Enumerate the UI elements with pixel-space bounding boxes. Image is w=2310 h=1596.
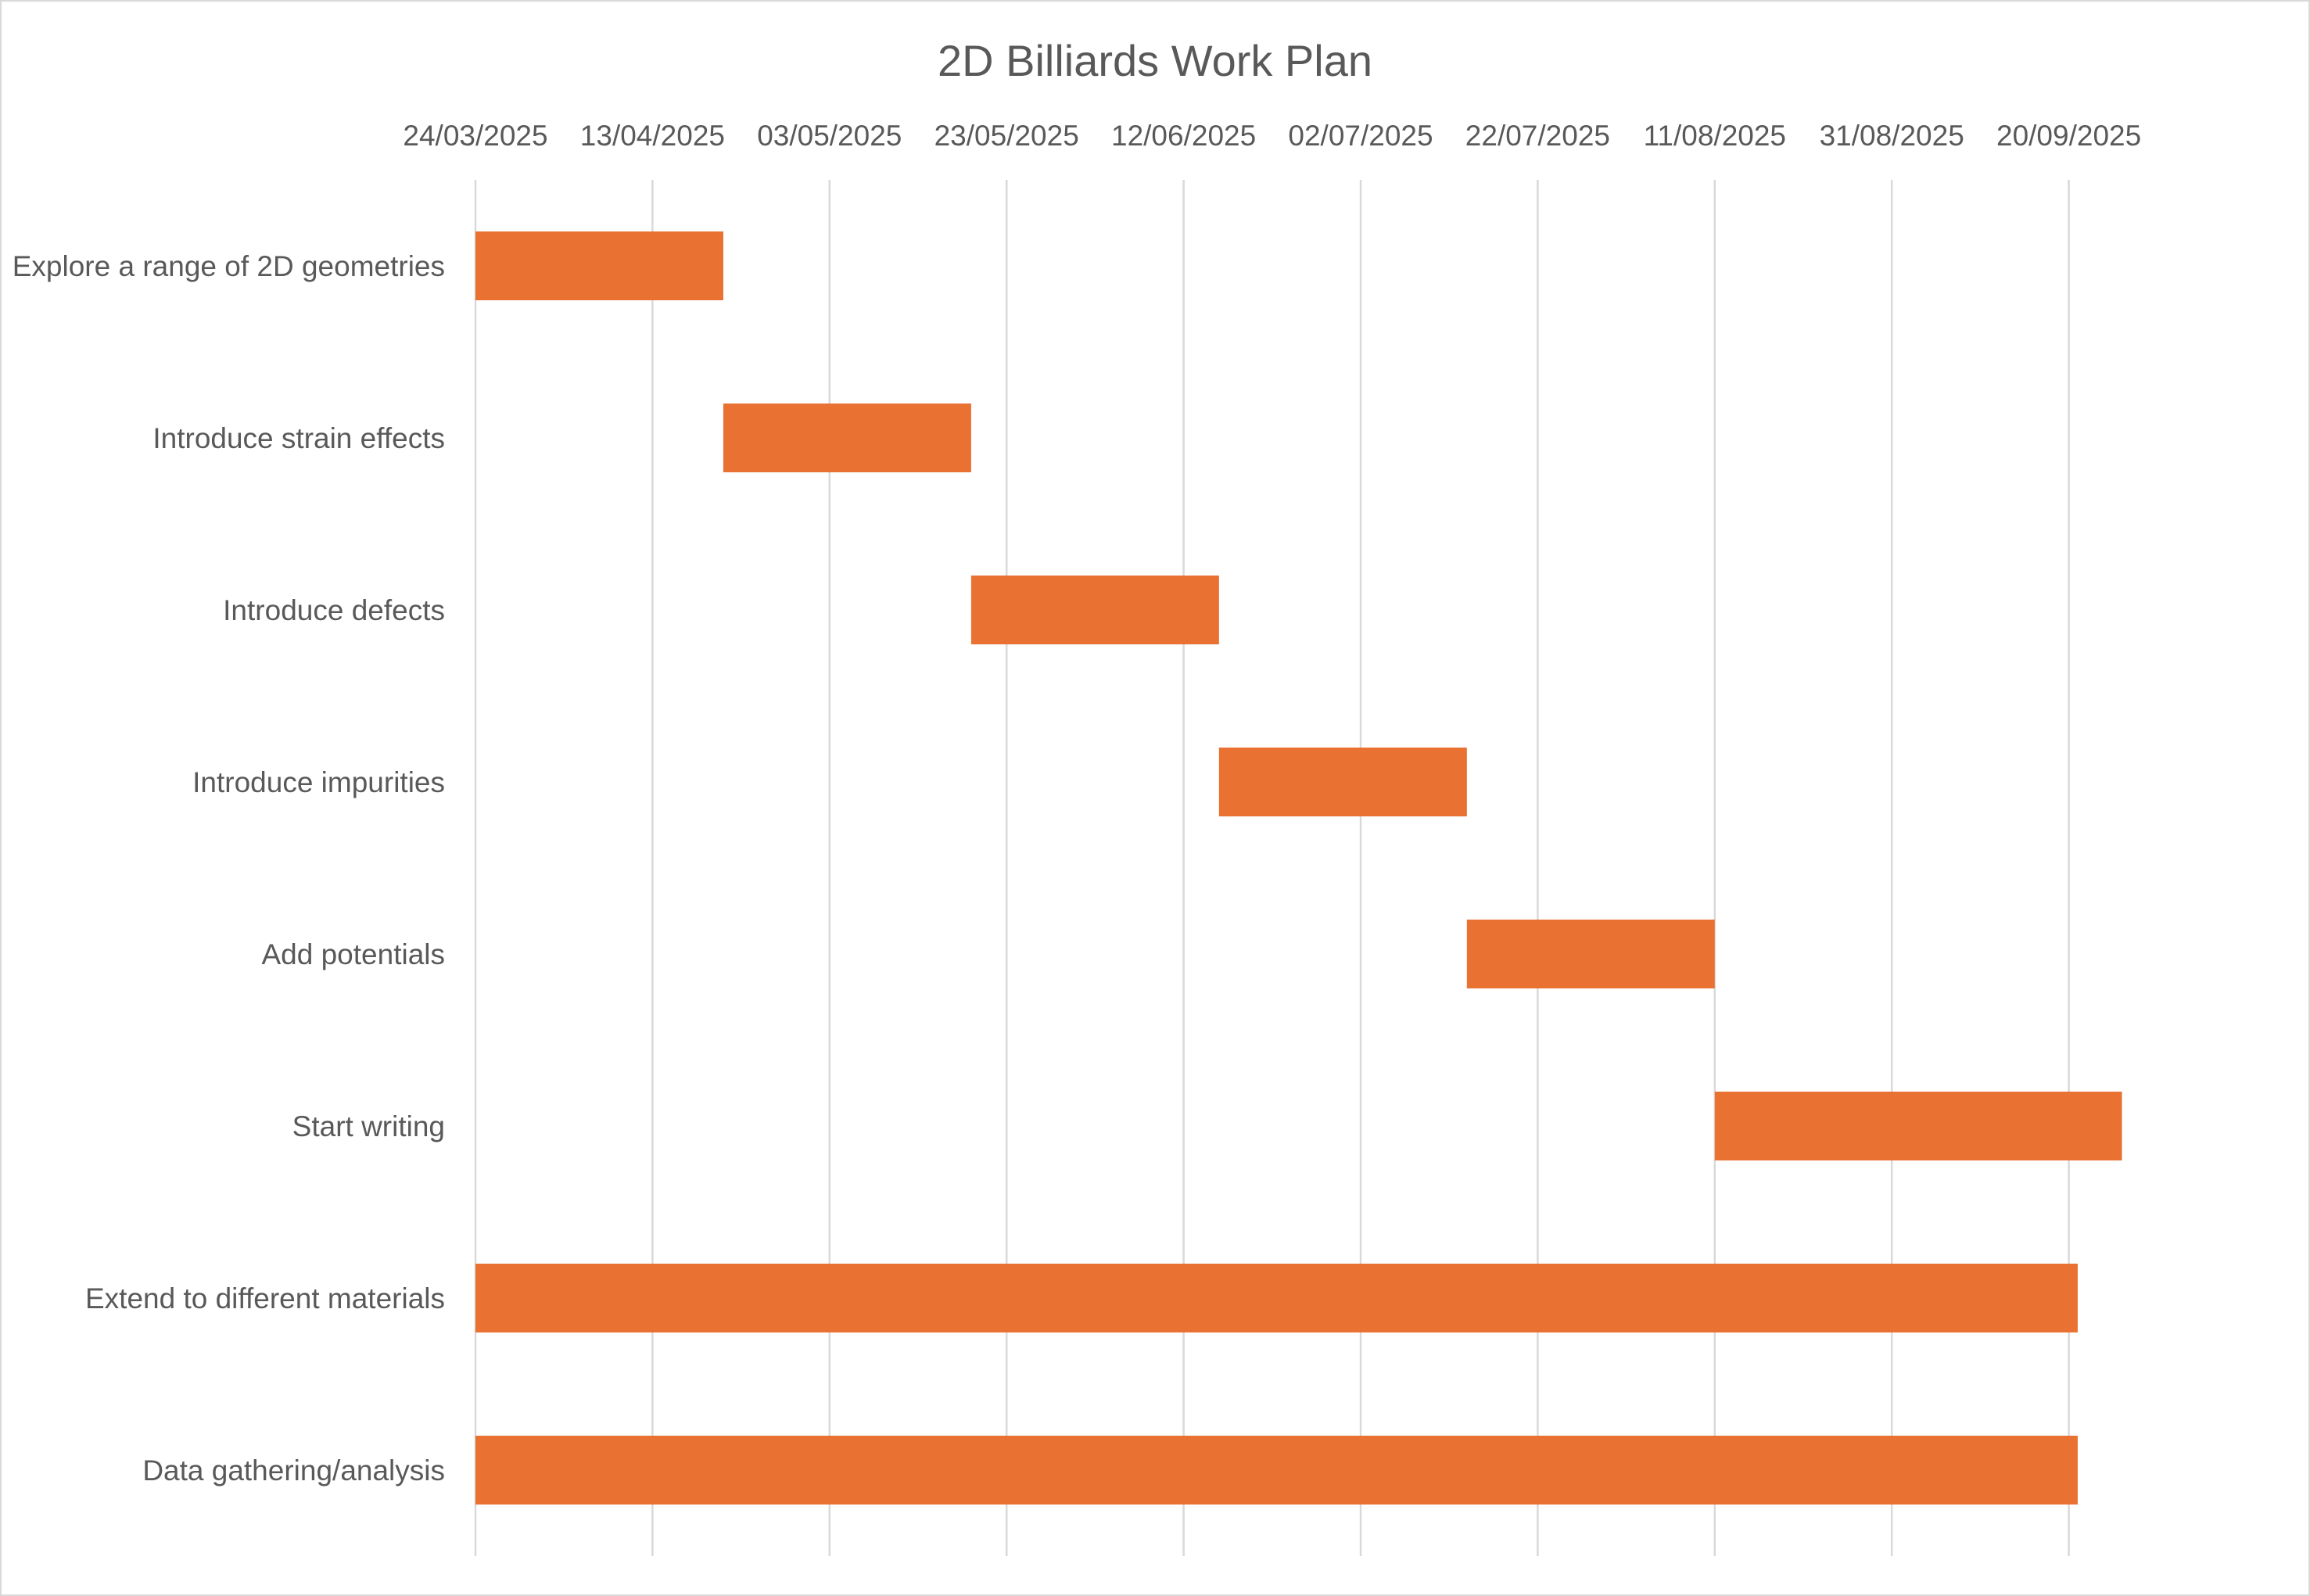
x-tick-label: 13/04/2025	[580, 120, 725, 152]
task-label: Extend to different materials	[85, 1282, 445, 1314]
task-label: Explore a range of 2D geometries	[13, 250, 445, 282]
task-bar	[1714, 1092, 2122, 1160]
task-label: Introduce defects	[223, 594, 445, 626]
task-bar	[475, 1264, 2078, 1332]
task-bar	[1218, 748, 1467, 816]
task-bar	[475, 1436, 2078, 1505]
task-label: Introduce strain effects	[152, 422, 445, 454]
x-tick-label: 11/08/2025	[1644, 120, 1786, 152]
x-tick-label: 23/05/2025	[934, 120, 1079, 152]
task-bar	[970, 576, 1219, 644]
x-tick-label: 31/08/2025	[1820, 120, 1964, 152]
task-label: Add potentials	[261, 938, 445, 970]
gridlines	[474, 180, 2070, 1556]
x-tick-label: 20/09/2025	[1996, 120, 2141, 152]
x-tick-label: 22/07/2025	[1465, 120, 1610, 152]
x-tick-label: 03/05/2025	[757, 120, 902, 152]
x-tick-label: 12/06/2025	[1111, 120, 1256, 152]
task-label: Start writing	[292, 1110, 445, 1142]
task-bars	[475, 231, 2122, 1505]
x-tick-label: 24/03/2025	[403, 120, 547, 152]
chart-title: 2D Billiards Work Plan	[938, 36, 1372, 85]
x-tick-label: 02/07/2025	[1288, 120, 1433, 152]
task-label: Introduce impurities	[192, 766, 445, 798]
task-labels: Explore a range of 2D geometries Introduc…	[13, 250, 445, 1487]
task-bar	[475, 231, 723, 300]
task-bar	[723, 403, 971, 472]
x-axis-tick-labels: 24/03/2025 13/04/2025 03/05/2025 23/05/2025…	[403, 120, 2141, 152]
task-bar	[1466, 920, 1715, 988]
task-label: Data gathering/analysis	[142, 1454, 445, 1487]
